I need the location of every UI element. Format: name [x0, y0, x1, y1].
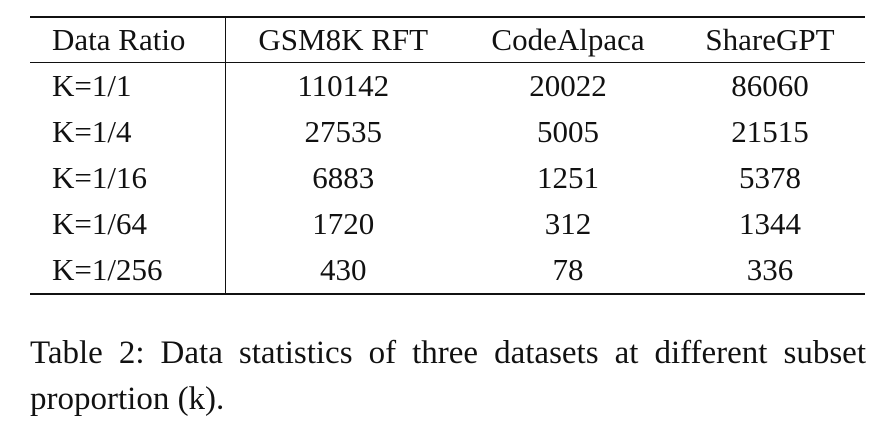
- table-row: K=1/1 110142 20022 86060: [30, 62, 865, 109]
- table-cell: 1344: [739, 206, 801, 241]
- row-label: K=1/256: [30, 247, 226, 294]
- table-row: K=1/64 1720 312 1344: [30, 201, 865, 247]
- table-cell: 5005: [537, 114, 599, 149]
- header-cell: Data Ratio: [30, 17, 226, 63]
- table-cell: 27535: [304, 114, 383, 149]
- table-cell: 6883: [312, 160, 375, 195]
- header-cell: GSM8K RFT: [225, 17, 461, 63]
- table-cell: 86060: [731, 68, 809, 103]
- table-body: K=1/1 110142 20022 86060 K=1/4 27535 5005 21515…: [30, 62, 865, 294]
- table-row: K=1/16 6883 1251 5378: [30, 155, 865, 201]
- table-row: K=1/4 27535 5005 21515: [30, 109, 865, 155]
- table-cell: 20022: [529, 68, 607, 103]
- table-cell: 5378: [739, 160, 801, 195]
- row-label: K=1/1: [30, 62, 226, 109]
- table-row: K=1/256 430 78 336: [30, 247, 865, 294]
- table-cell: 312: [544, 206, 592, 241]
- header-row: Data Ratio GSM8K RFT CodeAlpaca ShareGPT: [30, 17, 865, 63]
- data-table: Data Ratio GSM8K RFT CodeAlpaca ShareGPT K=…: [30, 16, 865, 295]
- row-label: K=1/4: [30, 109, 226, 155]
- table-cell: 78: [552, 252, 584, 287]
- table-cell: 110142: [297, 68, 390, 103]
- table-cell: 430: [320, 252, 367, 287]
- table-cell: 1251: [537, 160, 599, 195]
- row-label: K=1/64: [30, 201, 226, 247]
- header-cell: ShareGPT: [675, 17, 865, 63]
- header-cell: CodeAlpaca: [461, 17, 675, 63]
- table-cell: 336: [746, 252, 794, 287]
- table-cell: 1720: [312, 206, 375, 241]
- row-label: K=1/16: [30, 155, 226, 201]
- table-cell: 21515: [731, 114, 809, 149]
- caption: Table 2: Data statistics of three datase…: [30, 335, 866, 417]
